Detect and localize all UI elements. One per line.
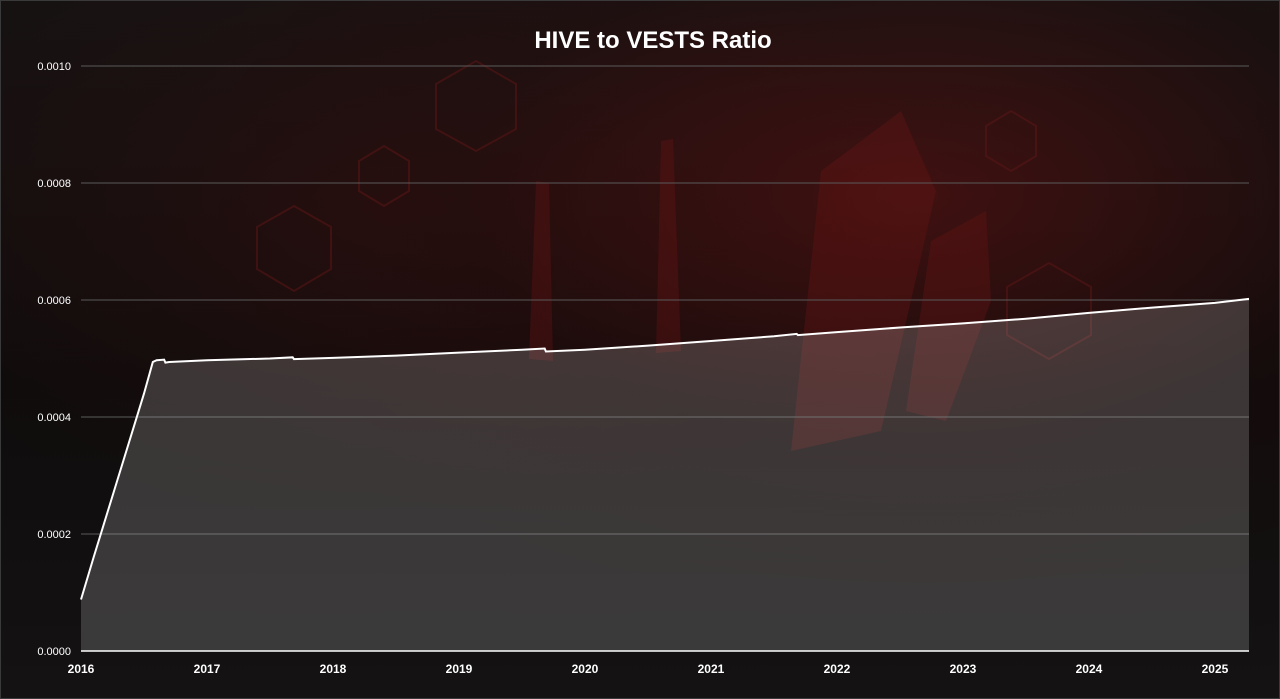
y-tick-label: 0.0002 [37,529,71,541]
arrow-up-icon [529,181,553,361]
arrow-up-icon [656,139,681,353]
series-line [80,297,1250,600]
x-tick-label: 2019 [446,662,473,676]
y-tick-label: 0.0008 [37,178,71,190]
chart-title: HIVE to VESTS Ratio [534,27,771,54]
y-tick-label: 0.0004 [37,412,71,424]
x-tick-label: 2016 [68,662,95,676]
y-tick-label: 0.0000 [37,646,71,658]
hexagon-icon [256,204,332,293]
x-tick-label: 2022 [824,662,851,676]
hexagon-icon [985,109,1037,173]
hexagon-icon [1006,261,1092,361]
x-tick-label: 2023 [950,662,977,676]
arrow-up-icon [906,211,991,421]
x-tick-label: 2017 [194,662,221,676]
hexagon-icon [358,144,410,208]
x-tick-label: 2020 [572,662,599,676]
gridlines [81,65,1249,535]
x-axis-ticks: 2016 2017 2018 2019 2020 2021 2022 2023 2024 2025 [68,662,1229,676]
arrow-up-icon [791,111,936,451]
y-tick-label: 0.0006 [37,295,71,307]
hexagon-icon [435,59,517,153]
x-tick-label: 2025 [1202,662,1229,676]
y-tick-label: 0.0010 [37,61,71,73]
x-tick-label: 2018 [320,662,347,676]
area-fill [81,298,1249,651]
x-tick-label: 2021 [698,662,725,676]
x-tick-label: 2024 [1076,662,1103,676]
y-axis-ticks: 0.0000 0.0002 0.0004 0.0006 0.0008 0.0010 [37,61,71,658]
